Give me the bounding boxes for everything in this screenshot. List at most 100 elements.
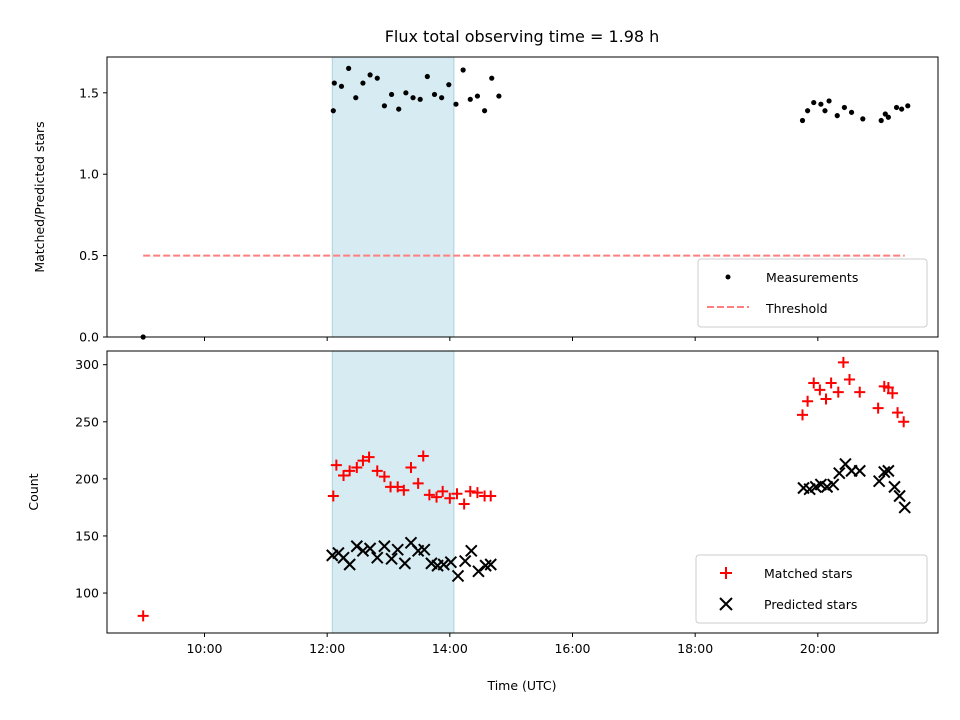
- predicted-stars-point: [833, 466, 846, 480]
- measurement-point: [431, 91, 438, 98]
- legend-measurements-marker: [725, 274, 731, 280]
- measurement-point: [403, 90, 409, 96]
- matched-stars-point: [808, 377, 820, 389]
- legend-matched-marker: [720, 567, 732, 579]
- predicted-stars-point: [418, 543, 431, 556]
- matched-stars-point: [417, 450, 429, 462]
- measurement-point: [885, 114, 891, 120]
- measurement-point: [330, 108, 336, 114]
- ratio-panel-marks: [140, 65, 911, 340]
- legend-predicted-label: Predicted stars: [764, 597, 857, 612]
- measurement-point: [818, 101, 824, 107]
- matched-stars-point: [412, 477, 424, 489]
- count-panel-ticks: 100 150 200 250 300 10:00 12:00 14:00 16:00 18:00…: [75, 357, 836, 656]
- y-tick-label: 1.5: [79, 85, 99, 100]
- matched-stars-point: [357, 455, 369, 467]
- measurement-point: [882, 111, 888, 117]
- predicted-stars-point: [350, 540, 364, 553]
- count-panel-frame: [106, 350, 939, 634]
- measurement-point: [388, 91, 395, 98]
- measurement-point: [446, 82, 452, 88]
- matched-stars-point: [802, 395, 814, 407]
- matched-stars-point: [464, 485, 476, 497]
- predicted-stars-point: [882, 464, 895, 478]
- count-legend-box: [695, 554, 928, 624]
- measurement-point: [396, 106, 402, 112]
- measurement-point: [417, 96, 423, 102]
- predicted-stars-point: [465, 544, 478, 558]
- matched-stars-point: [405, 461, 417, 473]
- matched-stars-point: [832, 386, 844, 398]
- predicted-stars-point: [378, 540, 391, 553]
- predicted-stars-point: [356, 544, 370, 558]
- matched-stars-point: [351, 461, 363, 473]
- predicted-stars-point: [872, 474, 886, 488]
- matched-stars-point: [471, 487, 483, 499]
- matched-stars-point: [363, 451, 375, 463]
- count-panel-shaded-interval: [331, 350, 455, 634]
- predicted-stars-point: [472, 565, 485, 578]
- measurement-point: [489, 75, 495, 81]
- measurement-point: [360, 80, 366, 86]
- measurement-point: [811, 99, 817, 106]
- matched-stars-point: [458, 498, 470, 510]
- measurement-point: [848, 109, 855, 115]
- measurement-point: [496, 93, 502, 99]
- matched-stars-point: [485, 490, 497, 502]
- measurement-point: [338, 83, 345, 89]
- y-tick-label: 1.0: [79, 167, 99, 182]
- matched-stars-point: [330, 459, 342, 471]
- measurement-point: [905, 103, 911, 109]
- measurement-point: [878, 117, 884, 124]
- matched-stars-point: [854, 386, 866, 398]
- measurement-point: [860, 116, 866, 122]
- measurement-point: [374, 75, 380, 81]
- count-panel-legend: Matched stars Predicted stars: [695, 554, 928, 624]
- measurement-point: [346, 65, 352, 71]
- matched-stars-point: [398, 484, 410, 496]
- matched-stars-point: [423, 489, 435, 501]
- x-tick-label: 10:00: [186, 641, 222, 656]
- predicted-stars-point: [826, 478, 840, 491]
- x-tick-label: 16:00: [554, 641, 590, 656]
- measurement-point: [353, 95, 359, 101]
- matched-stars-point: [378, 471, 390, 483]
- predicted-stars-point: [437, 558, 450, 571]
- measurement-point: [453, 101, 459, 107]
- ratio-panel-frame: [106, 56, 939, 338]
- matched-stars-point: [837, 356, 849, 368]
- x-axis-label: Time (UTC): [486, 678, 556, 693]
- matched-stars-point: [437, 485, 449, 497]
- x-tick-label: 14:00: [432, 641, 468, 656]
- matched-stars-point: [814, 384, 826, 396]
- ratio-panel-ylabel: Matched/Predicted stars: [32, 121, 47, 272]
- matched-stars-point: [338, 469, 350, 481]
- measurement-point: [467, 96, 473, 102]
- legend-matched-label: Matched stars: [764, 566, 852, 581]
- measurement-point: [367, 72, 373, 78]
- y-tick-label: 0.0: [79, 330, 99, 345]
- measurement-point: [481, 108, 488, 114]
- y-tick-label: 0.5: [79, 248, 99, 263]
- predicted-stars-point: [458, 554, 472, 568]
- legend-measurements-label: Measurements: [766, 270, 858, 285]
- count-panel: 100 150 200 250 300 10:00 12:00 14:00 16:00 18:00…: [26, 350, 939, 656]
- predicted-stars-point: [385, 552, 398, 565]
- predicted-stars-point: [888, 480, 901, 494]
- matched-stars-point: [137, 610, 149, 622]
- ratio-panel-ticks: 0.0 0.5 1.0 1.5: [79, 85, 819, 345]
- measurement-point: [474, 93, 481, 99]
- count-panel-marks: [137, 356, 911, 622]
- predicted-stars-point: [444, 556, 458, 569]
- ratio-panel-legend: Measurements Threshold: [697, 258, 928, 328]
- matched-stars-point: [825, 377, 837, 389]
- measurement-point: [331, 80, 337, 86]
- matched-stars-point: [844, 374, 856, 386]
- ratio-panel-shaded-interval: [331, 56, 455, 338]
- matched-stars-point: [327, 490, 339, 502]
- measurement-point: [460, 67, 466, 73]
- predicted-stars-point: [451, 569, 465, 583]
- x-tick-label: 18:00: [677, 641, 713, 656]
- x-tick-label: 20:00: [800, 641, 836, 656]
